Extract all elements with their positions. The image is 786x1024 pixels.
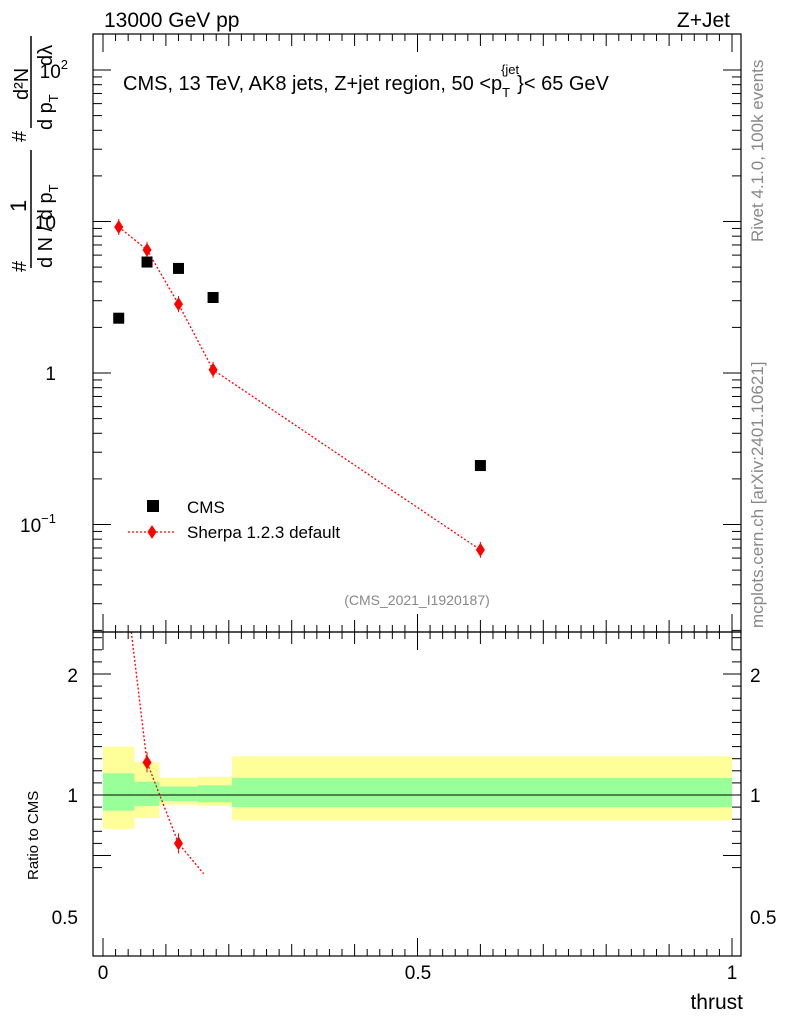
cms-point: [141, 256, 153, 268]
legend-sherpa-marker: [147, 525, 157, 539]
mcplots-label: mcplots.cern.ch [arXiv:2401.10621]: [748, 362, 767, 628]
sherpa-ratio-point: [173, 836, 183, 851]
header-left-label: 13000 GeV pp: [104, 9, 239, 32]
cms-point: [172, 262, 184, 274]
main-axis-ticks: [93, 34, 741, 632]
ytick-label-1: 1: [45, 364, 56, 385]
xtick-label-0: 0: [98, 963, 109, 984]
ratio-ytick-left-0.5: 0.5: [52, 908, 78, 929]
ratio-ytick-right-1: 1: [750, 786, 761, 807]
chart-title: CMS, 13 TeV, AK8 jets, Z+jet region, 50 …: [123, 62, 610, 100]
ytick-label-100: 102: [40, 57, 68, 83]
ratio-band-green: [159, 786, 198, 802]
ylabel-numerator: d²N: [11, 68, 33, 100]
main-series-layer: [113, 218, 486, 558]
ylabel-dpt: d pT: [35, 94, 61, 130]
ytick-label-10: 10: [35, 213, 56, 234]
ylabel-hash-2: #: [9, 130, 31, 142]
ylabel-hash-1: #: [9, 260, 31, 272]
sherpa-point: [475, 542, 485, 557]
ratio-y-tick-labels: 2 1 0.5 2 1 0.5: [52, 666, 777, 929]
rivet-version-label: Rivet 4.1.0, 100k events: [748, 60, 767, 242]
legend-cms-label: CMS: [187, 498, 225, 517]
main-y-tick-labels: 10−1 1 10 102: [20, 57, 68, 537]
header-right-label: Z+Jet: [677, 9, 730, 32]
ylabel-denominator: d N / d pT: [35, 184, 61, 268]
legend: CMS Sherpa 1.2.3 default: [128, 498, 340, 542]
ylabel-one: 1: [6, 200, 31, 212]
ratio-ytick-left-1: 1: [67, 786, 78, 807]
sherpa-line: [118, 226, 481, 551]
sherpa-ratio-point: [142, 755, 152, 770]
ratio-ytick-right-0.5: 0.5: [750, 908, 776, 929]
analysis-watermark: (CMS_2021_I1920187): [344, 592, 490, 608]
cms-point: [207, 292, 219, 304]
xtick-label-0.5: 0.5: [405, 963, 431, 984]
ratio-band-green: [197, 785, 232, 803]
ratio-series-layer: [130, 631, 205, 875]
ratio-band-green: [231, 778, 732, 808]
main-y-axis-label: # 1 d N / d pT # d²N d pT dλ: [6, 36, 61, 272]
ratio-ytick-right-2: 2: [750, 666, 761, 687]
xtick-label-1: 1: [727, 963, 738, 984]
ylabel-dlambda: dλ: [35, 45, 57, 66]
main-frame: [92, 33, 742, 633]
sherpa-ratio-line: [130, 631, 205, 875]
sherpa-point: [208, 362, 218, 377]
ratio-ytick-left-2: 2: [67, 666, 78, 687]
ratio-band-green: [103, 773, 135, 811]
ratio-plot-panel: 2 1 0.5 2 1 0.5 0 0.5 1 Ratio to CMS thr…: [25, 631, 777, 1014]
ratio-x-tick-labels: 0 0.5 1: [98, 963, 738, 984]
legend-sherpa-label: Sherpa 1.2.3 default: [187, 523, 340, 542]
sherpa-point: [114, 219, 124, 234]
x-axis-label: thrust: [690, 991, 743, 1014]
sherpa-point: [173, 297, 183, 312]
sherpa-point: [142, 242, 152, 257]
cms-point: [113, 312, 125, 324]
cms-point: [474, 460, 486, 472]
ratio-y-axis-label: Ratio to CMS: [25, 791, 42, 880]
legend-cms-marker: [147, 500, 159, 512]
main-plot-panel: 10−1 1 10 102 CMS, 13 TeV, AK8 jets, Z+j…: [20, 33, 742, 633]
ratio-axis-ticks: [93, 632, 741, 956]
ratio-uncertainty-bands: [103, 746, 732, 829]
ytick-label-0.1: 10−1: [20, 511, 56, 537]
ratio-band-green: [134, 781, 160, 806]
